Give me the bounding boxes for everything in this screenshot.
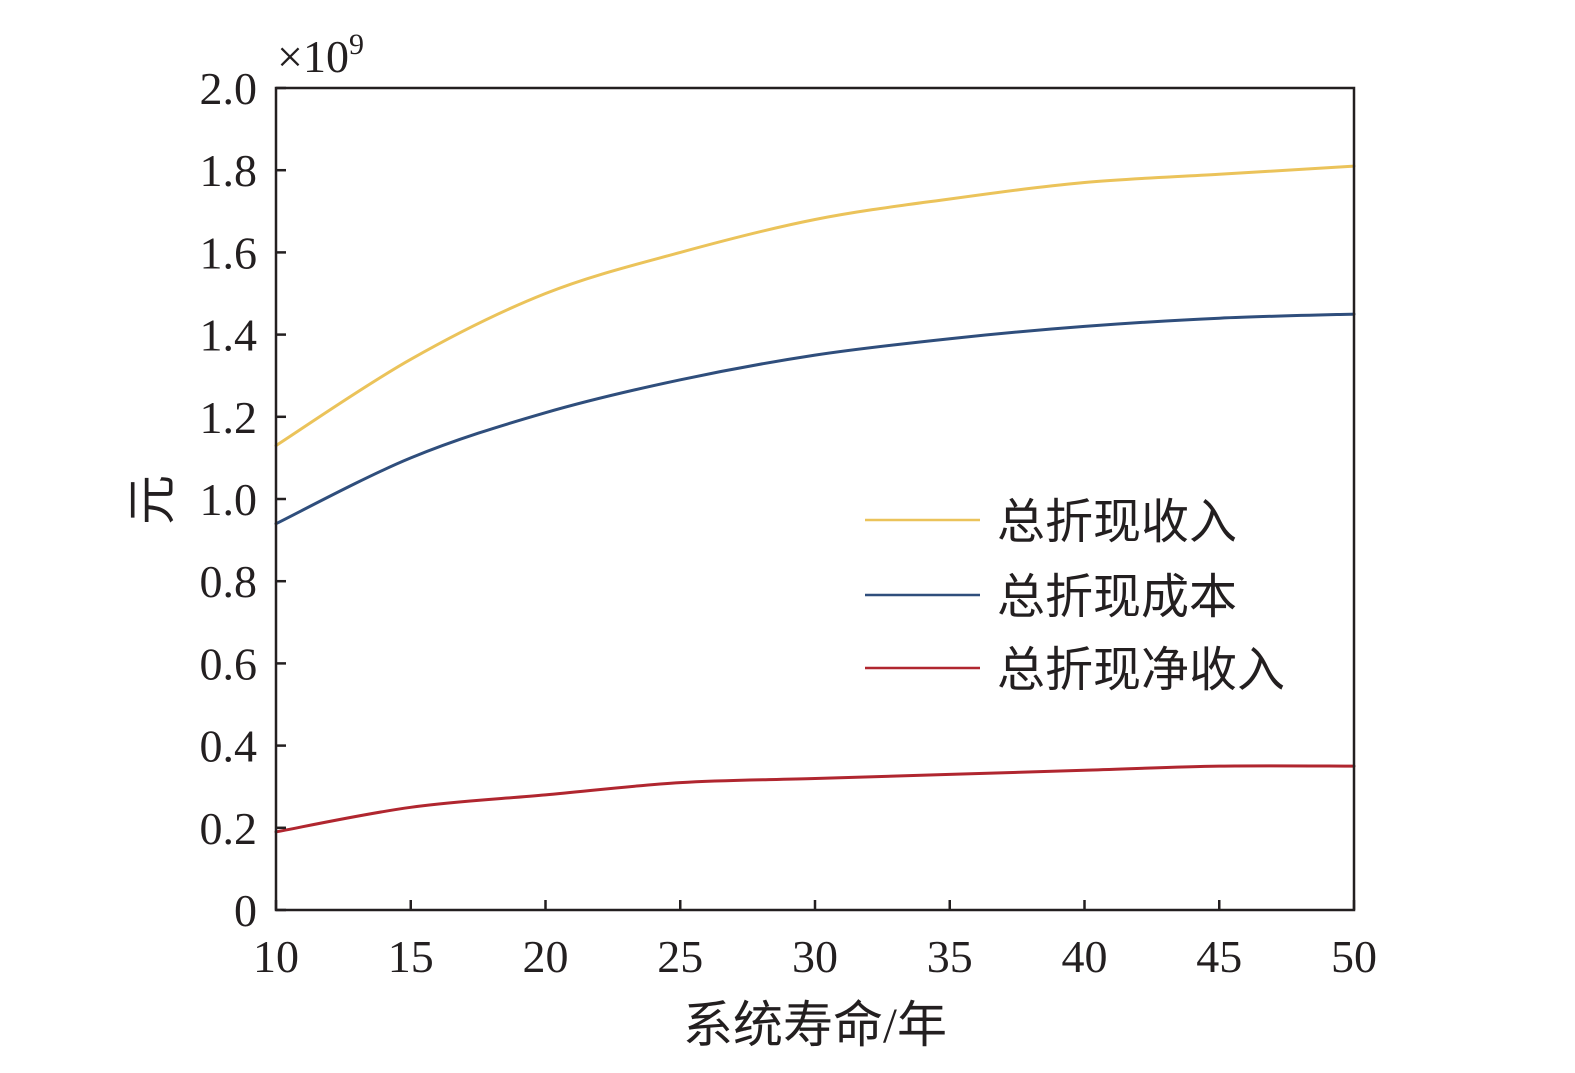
x-tick-label: 10 <box>253 931 299 982</box>
legend-item: 总折现收入 <box>865 496 1237 549</box>
y-tick-label: 0.8 <box>200 556 258 607</box>
y-tick-label: 0.4 <box>200 721 258 772</box>
x-tick-label: 40 <box>1062 931 1108 982</box>
y-multiplier-base: ×10 <box>277 31 349 82</box>
total-discounted-income-line <box>274 164 1356 448</box>
y-multiplier-label: ×109 <box>277 28 364 82</box>
y-tick-label: 0.6 <box>200 638 258 689</box>
y-tick-label: 0.2 <box>200 803 258 854</box>
y-multiplier-exponent: 9 <box>349 28 364 61</box>
total-discounted-cost-line <box>274 312 1356 526</box>
legend-label: 总折现收入 <box>997 496 1237 549</box>
legend-item: 总折现净收入 <box>865 644 1285 697</box>
x-axis-label: 系统寿命/年 <box>683 997 947 1053</box>
x-tick-label: 20 <box>523 931 569 982</box>
x-tick-label: 45 <box>1196 931 1242 982</box>
y-axis-label: 元 <box>124 475 180 525</box>
y-tick-label: 1.6 <box>200 227 258 278</box>
y-tick-label: 0 <box>234 885 257 936</box>
x-tick-label: 30 <box>792 931 838 982</box>
legend-label: 总折现成本 <box>997 571 1237 624</box>
y-tick-label: 1.4 <box>200 310 258 361</box>
total-discounted-net-income-line <box>274 764 1356 834</box>
x-axis: 10 15 20 25 30 35 40 45 50 <box>253 900 1377 982</box>
series-lines <box>274 164 1356 834</box>
y-tick-label: 1.8 <box>200 145 258 196</box>
legend-item: 总折现成本 <box>865 571 1237 624</box>
y-tick-label: 1.0 <box>200 474 258 525</box>
y-tick-label: 1.2 <box>200 392 258 443</box>
legend-label: 总折现净收入 <box>997 644 1285 697</box>
y-axis: 0 0.2 0.4 0.6 0.8 1.0 1.2 1.4 1.6 1.8 2.0 <box>200 63 286 936</box>
x-tick-label: 25 <box>657 931 703 982</box>
x-tick-label: 15 <box>388 931 434 982</box>
y-tick-label: 2.0 <box>200 63 258 114</box>
x-tick-label: 50 <box>1331 931 1377 982</box>
x-tick-label: 35 <box>927 931 973 982</box>
